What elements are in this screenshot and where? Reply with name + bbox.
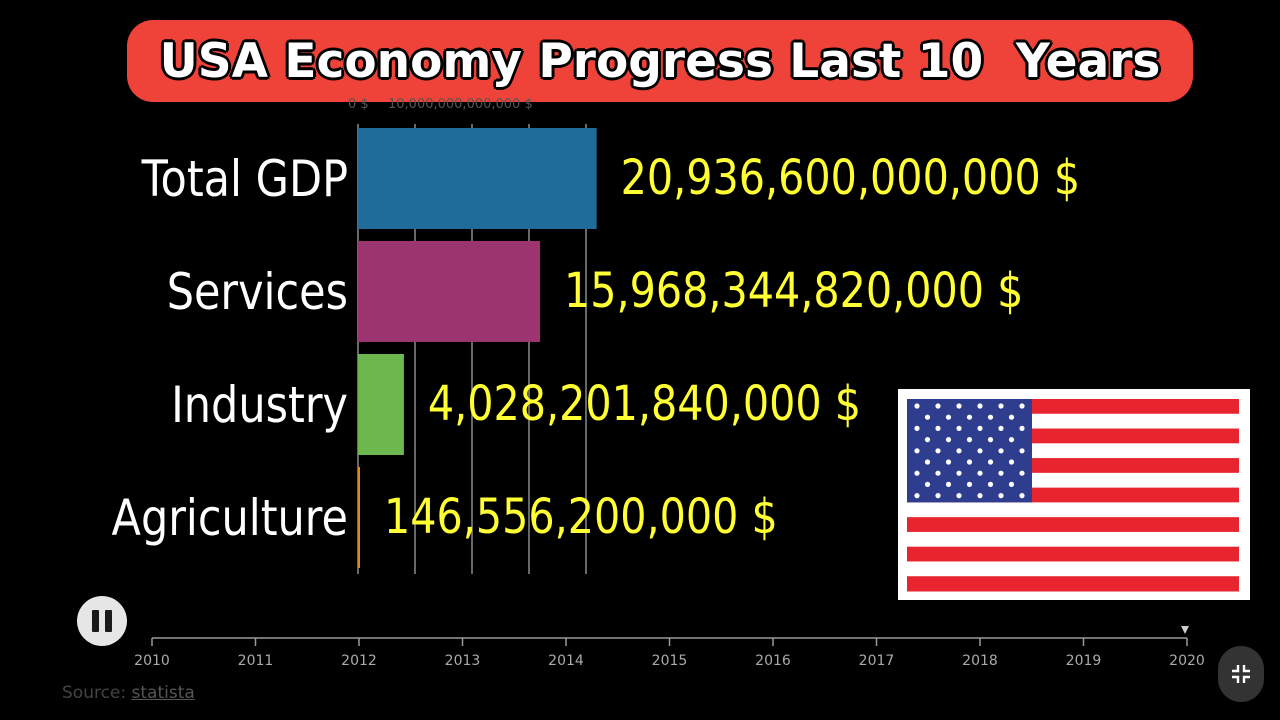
- pause-icon-bar: [105, 610, 112, 632]
- source-label: Source:: [62, 683, 127, 703]
- flag-star: [914, 425, 920, 431]
- year-label-2016: 2016: [755, 653, 791, 669]
- year-label-2013: 2013: [445, 653, 481, 669]
- pause-icon: [92, 610, 99, 632]
- year-label-2018: 2018: [962, 653, 998, 669]
- flag-star: [1019, 403, 1025, 409]
- flag-star: [945, 481, 952, 487]
- exit-fullscreen-button[interactable]: [1218, 646, 1264, 702]
- value-label-2: 4,028,201,840,000 $: [428, 375, 861, 432]
- bar-total-gdp: [358, 128, 597, 229]
- year-label-2014: 2014: [548, 653, 584, 669]
- flag-star: [966, 459, 973, 465]
- flag-stripe-11: [907, 561, 1239, 577]
- flag-star: [914, 403, 920, 409]
- flag-star: [1008, 414, 1015, 420]
- flag-stripe-10: [907, 546, 1239, 562]
- flag-star: [966, 437, 973, 443]
- flag-stripe-12: [907, 576, 1239, 592]
- year-label-2010: 2010: [134, 653, 170, 669]
- usa-flag: [898, 389, 1250, 600]
- flag-star: [1019, 425, 1025, 431]
- flag-star: [977, 448, 983, 454]
- flag-star: [987, 437, 994, 443]
- value-label-0: 20,936,600,000,000 $: [621, 149, 1080, 206]
- bar-industry: [358, 354, 404, 455]
- bar-services: [358, 241, 541, 342]
- flag-star: [956, 470, 962, 476]
- flag-stripe-9: [907, 531, 1239, 548]
- flag-star: [977, 470, 983, 476]
- usa-flag-icon: [907, 399, 1239, 592]
- flag-star: [956, 403, 962, 409]
- flag-star: [945, 459, 952, 465]
- flag-star: [998, 403, 1004, 409]
- flag-star: [1008, 459, 1015, 465]
- flag-star: [924, 437, 931, 443]
- year-label-2020: 2020: [1169, 653, 1205, 669]
- year-label-2017: 2017: [859, 653, 895, 669]
- pause-button[interactable]: [77, 596, 127, 646]
- x-tick-label-1: 10,000,000,000,000 $: [388, 97, 533, 112]
- flag-star: [924, 414, 931, 420]
- flag-star: [987, 481, 994, 487]
- flag-star: [935, 425, 941, 431]
- flag-star: [956, 493, 962, 499]
- flag-star: [1019, 470, 1025, 476]
- year-label-2019: 2019: [1066, 653, 1102, 669]
- flag-star: [914, 493, 920, 499]
- flag-star: [1019, 493, 1025, 499]
- timeline-marker: [1181, 626, 1189, 634]
- category-label-3: Agriculture: [112, 489, 348, 547]
- source-note: Source: statista: [62, 683, 195, 703]
- fullscreen-exit-icon: [1232, 665, 1250, 683]
- title-banner: USA Economy Progress Last 10 Years: [127, 20, 1193, 102]
- category-label-0: Total GDP: [141, 150, 348, 208]
- flag-star: [977, 403, 983, 409]
- flag-star: [945, 414, 952, 420]
- x-tick-label-0: 0 $: [348, 97, 369, 112]
- chart-title: USA Economy Progress Last 10 Years: [159, 33, 1161, 89]
- flag-star: [966, 481, 973, 487]
- flag-star: [1019, 448, 1025, 454]
- year-label-2015: 2015: [652, 653, 688, 669]
- flag-star: [945, 437, 952, 443]
- flag-star: [987, 459, 994, 465]
- year-label-2011: 2011: [238, 653, 274, 669]
- flag-star: [935, 448, 941, 454]
- bar-agriculture: [358, 467, 360, 568]
- flag-star: [977, 425, 983, 431]
- flag-star: [935, 493, 941, 499]
- category-label-2: Industry: [171, 376, 348, 434]
- flag-star: [998, 448, 1004, 454]
- value-label-1: 15,968,344,820,000 $: [564, 262, 1023, 319]
- category-label-1: Services: [167, 263, 348, 321]
- flag-star: [924, 481, 931, 487]
- flag-star: [1008, 481, 1015, 487]
- flag-star: [998, 493, 1004, 499]
- flag-star: [956, 425, 962, 431]
- flag-star: [935, 470, 941, 476]
- flag-star: [924, 459, 931, 465]
- year-label-2012: 2012: [341, 653, 377, 669]
- flag-star: [977, 493, 983, 499]
- flag-star: [935, 403, 941, 409]
- flag-stripe-7: [907, 502, 1239, 518]
- flag-star: [956, 448, 962, 454]
- flag-stripe-8: [907, 517, 1239, 533]
- flag-star: [1008, 437, 1015, 443]
- source-link[interactable]: statista: [131, 683, 195, 703]
- flag-star: [998, 470, 1004, 476]
- flag-star: [914, 448, 920, 454]
- flag-star: [987, 414, 994, 420]
- flag-star: [966, 414, 973, 420]
- flag-star: [998, 425, 1004, 431]
- flag-star: [914, 470, 920, 476]
- value-label-3: 146,556,200,000 $: [384, 488, 778, 545]
